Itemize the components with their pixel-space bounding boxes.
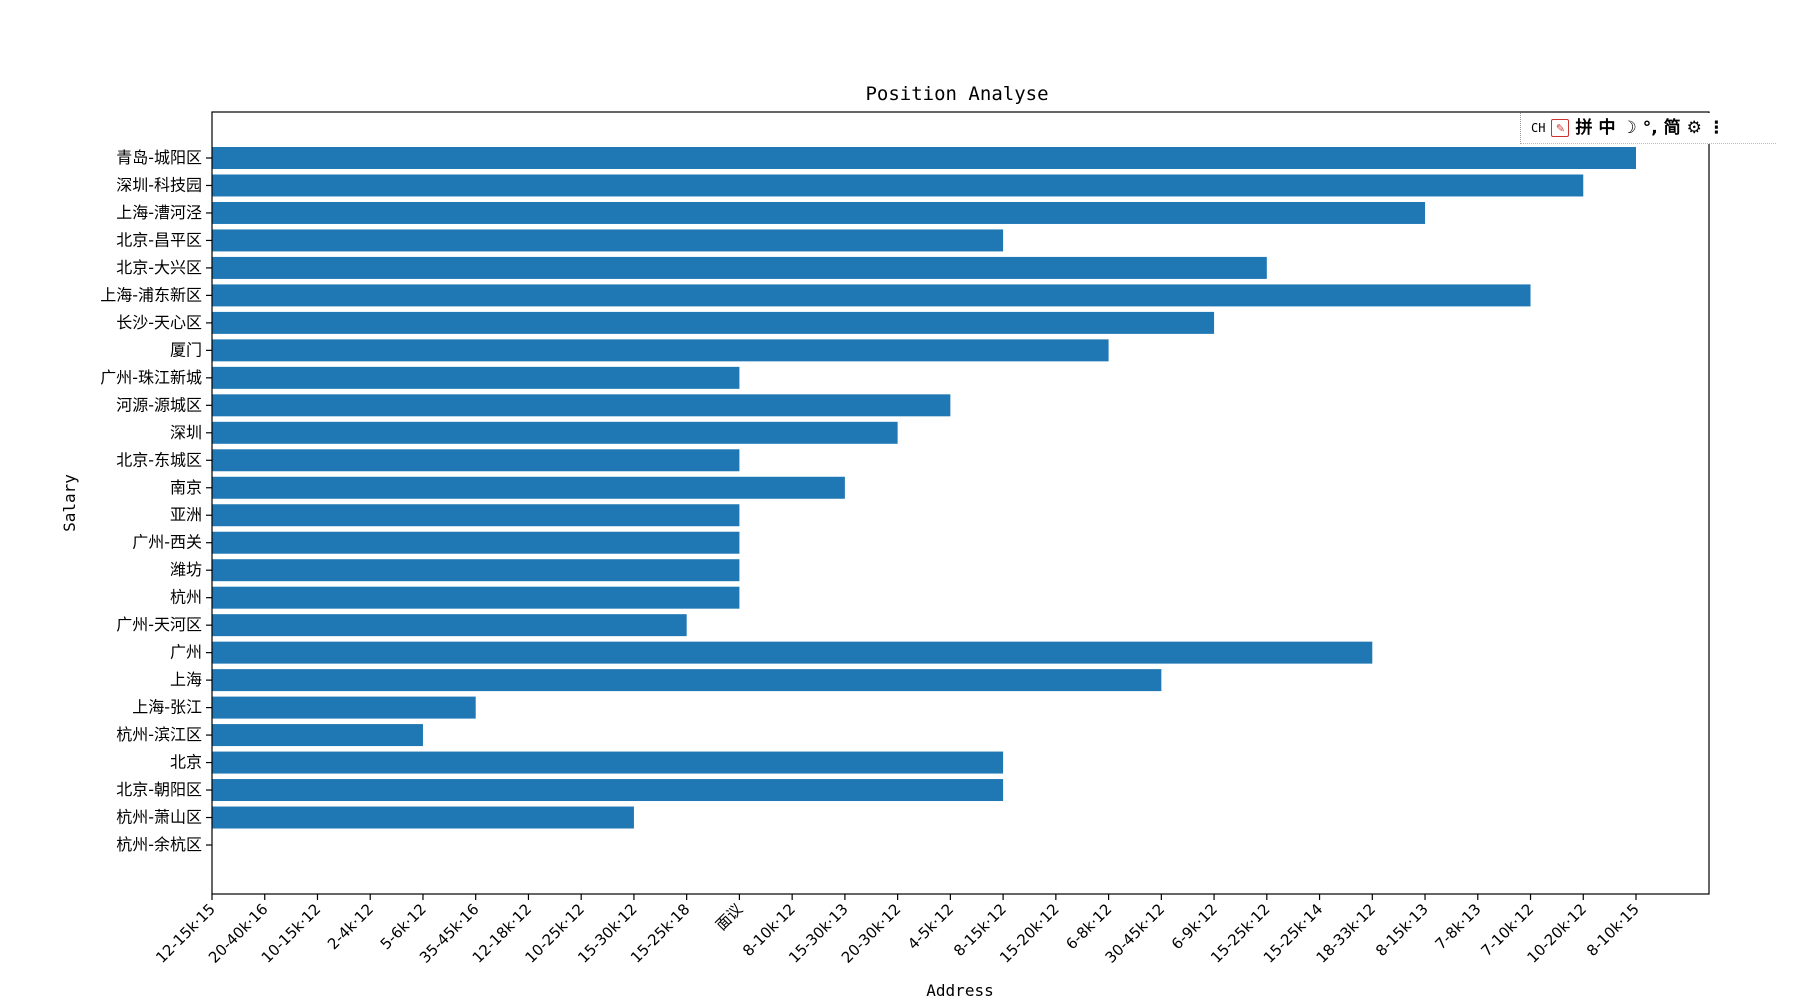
x-tick-label: 4-5k·12	[904, 900, 957, 953]
bar	[212, 614, 687, 637]
bar	[212, 531, 740, 554]
bar	[212, 751, 1004, 774]
bar	[212, 476, 845, 499]
x-tick-label: 8-10k·15	[1583, 900, 1643, 960]
y-tick-label: 广州-珠江新城	[100, 368, 202, 387]
y-axis-label: Salary	[60, 474, 79, 532]
y-tick-label: 广州-天河区	[116, 615, 202, 634]
bar	[212, 641, 1373, 664]
gear-icon[interactable]: ⚙	[1686, 117, 1702, 138]
bar	[212, 366, 740, 389]
bars-group	[212, 147, 1636, 829]
y-tick-label: 深圳	[170, 423, 202, 442]
punctuation-icon[interactable]: °,	[1642, 117, 1658, 138]
y-tick-label: 杭州-余杭区	[116, 835, 202, 854]
y-tick-label: 长沙-天心区	[116, 313, 202, 332]
x-tick-label: 6-9k·12	[1168, 900, 1221, 953]
y-tick-label: 北京-昌平区	[116, 230, 202, 249]
y-tick-label: 北京-大兴区	[116, 258, 202, 277]
y-tick-label: 广州-西关	[132, 533, 202, 552]
document-icon[interactable]: ✎	[1551, 119, 1570, 137]
plot-frame	[211, 111, 1710, 895]
y-tick-label: 深圳-科技园	[116, 175, 202, 194]
y-tick-label: 上海-浦东新区	[100, 285, 202, 304]
ime-simplified-button[interactable]: 简	[1663, 117, 1681, 138]
bar	[212, 559, 740, 582]
bar	[212, 339, 1109, 362]
y-tick-label: 北京	[170, 753, 202, 772]
x-axis-label: Address	[926, 981, 993, 1000]
ime-pinyin-button[interactable]: 拼	[1575, 117, 1593, 138]
bar	[212, 586, 740, 609]
ime-toolbar[interactable]: CH ✎ 拼 中 ☽ °, 简 ⚙ ⋮	[1520, 113, 1776, 144]
y-tick-label: 上海-张江	[132, 698, 202, 717]
bar	[212, 394, 951, 417]
bar	[212, 147, 1636, 169]
y-tick-label: 亚洲	[170, 505, 202, 524]
bar	[212, 449, 740, 472]
bar	[212, 256, 1267, 279]
y-tick-label: 潍坊	[170, 560, 202, 579]
y-tick-label: 南京	[170, 478, 202, 497]
y-tick-label: 上海	[170, 670, 202, 689]
y-tick-label: 杭州-滨江区	[116, 725, 202, 744]
y-tick-label: 青岛-城阳区	[116, 148, 202, 167]
y-tick-label: 杭州-萧山区	[116, 808, 202, 827]
bar	[212, 174, 1584, 197]
moon-icon[interactable]: ☽	[1621, 117, 1637, 138]
y-tick-label: 北京-东城区	[116, 450, 202, 469]
y-tick-label: 上海-漕河泾	[116, 203, 202, 222]
bar	[212, 504, 740, 527]
y-tick-label: 北京-朝阳区	[116, 780, 202, 799]
y-tick-label: 广州	[170, 643, 202, 662]
bar	[212, 779, 1004, 802]
x-tick-label: 7-8k·13	[1432, 900, 1485, 953]
x-tick-label: 6-8k·12	[1062, 900, 1115, 953]
bar	[212, 284, 1531, 307]
y-axis-ticks: 青岛-城阳区深圳-科技园上海-漕河泾北京-昌平区北京-大兴区上海-浦东新区长沙-…	[100, 148, 212, 854]
bar	[212, 696, 476, 719]
bar	[212, 229, 1004, 252]
bar	[212, 421, 898, 444]
more-icon[interactable]: ⋮	[1707, 117, 1725, 138]
x-tick-label: 2-4k·12	[324, 900, 377, 953]
bar	[212, 724, 423, 747]
bar	[212, 806, 634, 829]
y-tick-label: 河源-源城区	[116, 395, 202, 414]
y-tick-label: 杭州	[170, 588, 202, 607]
x-tick-label: 5-6k·12	[377, 900, 430, 953]
bar	[212, 669, 1162, 692]
x-tick-label: 8-15k·13	[1372, 900, 1432, 960]
ime-chinese-mode-button[interactable]: 中	[1598, 117, 1616, 138]
chart-title: Position Analyse	[865, 83, 1048, 105]
x-tick-label: 面议	[712, 900, 746, 934]
y-tick-label: 厦门	[170, 340, 202, 359]
bar	[212, 311, 1215, 334]
bar	[212, 201, 1426, 224]
ime-ch-button[interactable]: CH	[1531, 121, 1546, 135]
